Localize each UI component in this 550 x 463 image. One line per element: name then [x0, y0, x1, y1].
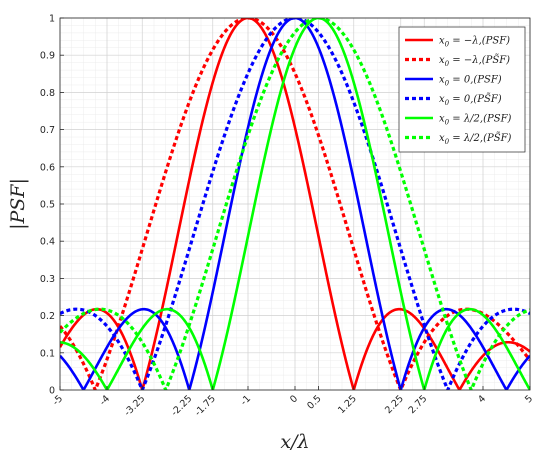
y-tick-labels: 0 0.1 0.2 0.3 0.4 0.5 0.6 0.7 0.8 0.9 1 [40, 14, 64, 397]
y-tick-label: 0.8 [40, 88, 55, 99]
x-tick-label: -4 [98, 393, 112, 407]
x-tick-label: 1.25 [336, 393, 359, 416]
legend-label-3: x0 = 0,(PSF) [439, 75, 502, 88]
x-axis-label: x/λ [280, 431, 309, 453]
y-tick-label: 1 [49, 14, 55, 25]
y-axis-label: |PSF| [7, 178, 29, 230]
y-tick-label: 0 [49, 386, 55, 397]
x-tick-label: 2.75 [407, 393, 430, 416]
y-tick-label: 0.9 [40, 51, 55, 62]
x-tick-label: 0.5 [305, 393, 323, 411]
y-tick-label: 0.3 [40, 274, 55, 285]
series-line-3 [60, 18, 530, 390]
y-tick-label: 0.2 [40, 311, 55, 322]
x-tick-label: -1 [239, 393, 253, 407]
x-tick-label: 2.25 [383, 393, 406, 416]
y-tick-label: 0.5 [40, 200, 55, 211]
y-tick-label: 0.4 [40, 237, 55, 248]
x-tick-label: -2.25 [169, 393, 194, 418]
x-tick-labels: -5 -4 -3.25 -2.25-1.75 -1 0 0.5 1.25 2.25 2.75 4 5 [51, 386, 535, 419]
legend: x0 = −λ,(PSF) x0 = −λ,(PS̃F) x0 = 0,(PSF) x… [398, 26, 526, 153]
y-tick-label: 0.6 [40, 162, 55, 173]
y-tick-label: 0.7 [40, 125, 55, 136]
legend-box [398, 26, 526, 153]
legend-label-2: x0 = −λ,(PS̃F) [439, 54, 510, 68]
legend-label-6: x0 = λ/2,(PS̃F) [439, 132, 512, 146]
x-tick-label: 5 [523, 393, 535, 405]
series-layer [60, 18, 530, 390]
legend-label-1: x0 = −λ,(PSF) [439, 36, 510, 49]
legend-label-4: x0 = 0,(PS̃F) [439, 93, 502, 107]
x-tick-label: 0 [288, 393, 300, 405]
y-tick-label: 0.1 [40, 348, 55, 359]
x-tick-label: 4 [476, 393, 488, 405]
x-tick-label: -3.25 [122, 393, 147, 418]
x-tick-label: -1.75 [193, 393, 218, 418]
legend-label-5: x0 = λ/2,(PSF) [439, 114, 512, 127]
series-line-6 [60, 18, 530, 390]
